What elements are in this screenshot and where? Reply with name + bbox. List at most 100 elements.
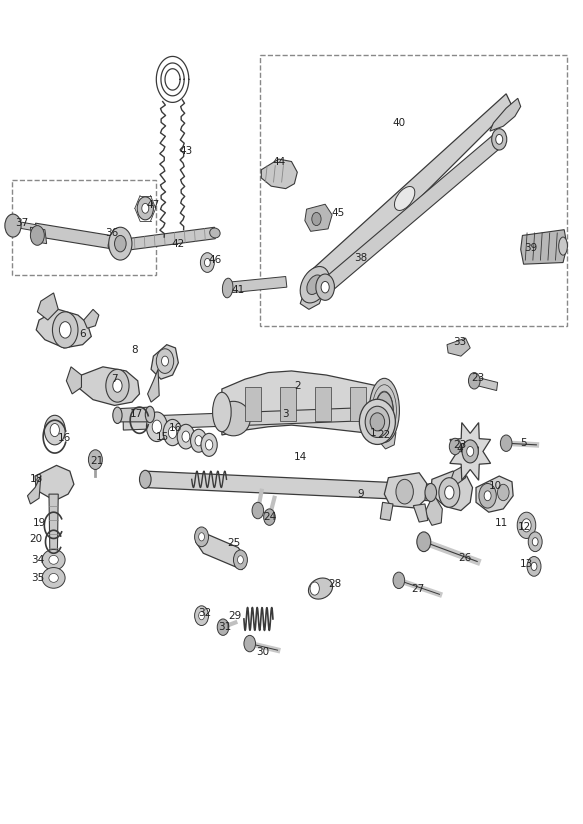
Text: 6: 6 bbox=[79, 329, 86, 339]
Polygon shape bbox=[261, 159, 297, 189]
Circle shape bbox=[195, 436, 202, 446]
Circle shape bbox=[233, 550, 247, 569]
Polygon shape bbox=[431, 471, 473, 511]
Text: 38: 38 bbox=[354, 253, 368, 263]
Polygon shape bbox=[228, 277, 287, 293]
Polygon shape bbox=[151, 344, 178, 379]
Text: 11: 11 bbox=[495, 517, 508, 528]
Circle shape bbox=[52, 311, 78, 348]
Ellipse shape bbox=[42, 568, 65, 588]
Polygon shape bbox=[315, 386, 331, 421]
Ellipse shape bbox=[139, 471, 151, 489]
Text: 19: 19 bbox=[33, 517, 45, 528]
Text: 43: 43 bbox=[180, 146, 192, 156]
Polygon shape bbox=[447, 338, 470, 356]
Ellipse shape bbox=[49, 555, 58, 564]
Ellipse shape bbox=[145, 406, 154, 423]
Circle shape bbox=[532, 537, 538, 545]
Polygon shape bbox=[123, 407, 379, 430]
Circle shape bbox=[142, 204, 149, 213]
Ellipse shape bbox=[49, 574, 58, 583]
Circle shape bbox=[491, 129, 507, 150]
Circle shape bbox=[417, 532, 431, 551]
Circle shape bbox=[462, 440, 478, 463]
Text: 2: 2 bbox=[294, 381, 301, 391]
Text: 8: 8 bbox=[132, 345, 138, 355]
Text: 41: 41 bbox=[231, 285, 245, 296]
Polygon shape bbox=[34, 223, 121, 250]
Polygon shape bbox=[114, 227, 215, 252]
Polygon shape bbox=[78, 367, 139, 405]
Circle shape bbox=[59, 321, 71, 338]
Polygon shape bbox=[384, 473, 427, 508]
Text: 4: 4 bbox=[456, 444, 463, 454]
Text: 16: 16 bbox=[169, 424, 182, 433]
Text: 30: 30 bbox=[256, 647, 269, 657]
Circle shape bbox=[479, 484, 496, 508]
Text: 33: 33 bbox=[453, 337, 466, 347]
Text: 32: 32 bbox=[198, 608, 211, 618]
Text: 14: 14 bbox=[294, 452, 307, 462]
Polygon shape bbox=[413, 504, 428, 522]
Circle shape bbox=[500, 435, 512, 452]
Circle shape bbox=[152, 420, 161, 433]
Circle shape bbox=[199, 611, 205, 620]
Circle shape bbox=[321, 282, 329, 293]
Ellipse shape bbox=[369, 378, 399, 442]
Circle shape bbox=[89, 450, 103, 470]
Polygon shape bbox=[145, 471, 431, 501]
Circle shape bbox=[467, 447, 474, 456]
Ellipse shape bbox=[370, 413, 385, 431]
Circle shape bbox=[312, 213, 321, 226]
Polygon shape bbox=[521, 230, 567, 265]
Polygon shape bbox=[377, 424, 396, 449]
Circle shape bbox=[47, 564, 61, 584]
Polygon shape bbox=[490, 98, 521, 131]
Circle shape bbox=[217, 619, 229, 635]
Polygon shape bbox=[49, 494, 58, 574]
Text: 12: 12 bbox=[518, 522, 531, 532]
Circle shape bbox=[264, 509, 275, 526]
Polygon shape bbox=[451, 466, 466, 485]
Text: 40: 40 bbox=[392, 118, 405, 128]
Ellipse shape bbox=[373, 406, 384, 421]
Polygon shape bbox=[116, 407, 152, 422]
Circle shape bbox=[5, 214, 21, 237]
Circle shape bbox=[517, 513, 536, 538]
Polygon shape bbox=[305, 204, 332, 232]
Circle shape bbox=[114, 236, 126, 252]
Polygon shape bbox=[380, 503, 393, 521]
Circle shape bbox=[393, 572, 405, 588]
Text: 3: 3 bbox=[282, 409, 289, 419]
Text: 23: 23 bbox=[472, 372, 485, 382]
Circle shape bbox=[168, 427, 177, 438]
Ellipse shape bbox=[300, 266, 329, 303]
Polygon shape bbox=[222, 371, 384, 435]
Polygon shape bbox=[37, 293, 58, 320]
Circle shape bbox=[146, 412, 167, 442]
Circle shape bbox=[527, 556, 541, 576]
Circle shape bbox=[50, 424, 59, 437]
Circle shape bbox=[439, 478, 460, 508]
Polygon shape bbox=[322, 133, 502, 294]
Text: 28: 28 bbox=[328, 579, 342, 589]
Text: 37: 37 bbox=[15, 218, 29, 228]
Ellipse shape bbox=[308, 578, 332, 599]
Circle shape bbox=[205, 440, 213, 450]
Ellipse shape bbox=[42, 550, 65, 570]
Circle shape bbox=[106, 369, 129, 402]
Circle shape bbox=[396, 480, 413, 504]
Ellipse shape bbox=[425, 484, 437, 502]
Text: 34: 34 bbox=[31, 555, 44, 564]
Bar bbox=[259, 54, 567, 325]
Circle shape bbox=[469, 372, 480, 389]
Text: 17: 17 bbox=[129, 409, 143, 419]
Polygon shape bbox=[245, 386, 261, 421]
Circle shape bbox=[195, 606, 209, 625]
Circle shape bbox=[244, 635, 255, 652]
Circle shape bbox=[201, 253, 215, 273]
Circle shape bbox=[191, 429, 207, 452]
Circle shape bbox=[445, 486, 454, 499]
Circle shape bbox=[496, 134, 503, 144]
Circle shape bbox=[177, 424, 195, 449]
